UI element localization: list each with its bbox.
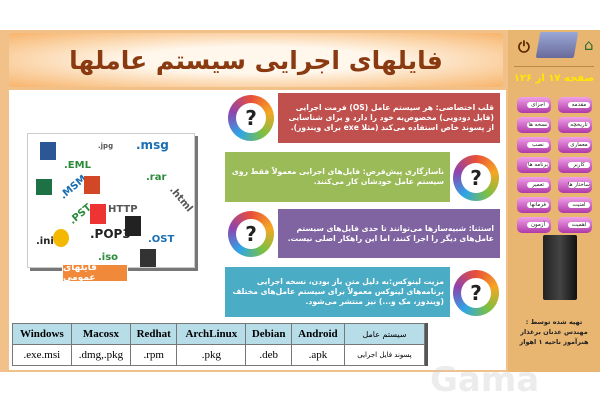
nav-button-label: امنیت: [568, 202, 590, 208]
extensions-table: Windows Macosx Redhat ArchLinux Debian A…: [12, 323, 425, 366]
info-card-1: قلب اختصاصی: هر سیستم عامل (OS) فرمت اجر…: [278, 93, 500, 143]
title-banner: فایلهای اجرایی سیستم عاملها: [9, 33, 503, 87]
nav-button-label: نسخه ها: [527, 122, 549, 128]
nav-button-label: آزمون: [527, 222, 549, 228]
nav-button[interactable]: تاریخچه: [558, 117, 592, 133]
question-icon: ?: [453, 155, 499, 201]
info-card-3: استثنا: شبیه‌سازها می‌توانند تا حدی فایل…: [278, 209, 500, 258]
watermark: Gama: [430, 360, 540, 400]
home-icon[interactable]: ⌂: [584, 36, 594, 54]
nav-button[interactable]: مقدمه: [558, 97, 592, 113]
file-tag: HTTP: [108, 204, 138, 215]
nav-button-label: اجزای: [527, 102, 549, 108]
nav-button[interactable]: اهمیت: [558, 217, 592, 233]
column-header: Redhat: [130, 323, 178, 345]
word-icon: [40, 142, 56, 160]
nav-button[interactable]: برنامه ها: [517, 157, 551, 173]
file-tag: .jpg: [98, 142, 114, 150]
nav-button-label: اهمیت: [568, 222, 590, 228]
column-header: Windows: [12, 323, 72, 345]
file-tag: .OST: [148, 234, 175, 245]
table-row: .exe.msi .dmg,.pkg .rpm .pkg .deb .apk پ…: [12, 344, 425, 366]
column-header: سیستم عامل: [344, 323, 425, 345]
table-cell: پسوند فایل اجرایی: [344, 344, 425, 366]
table-cell: .dmg,.pkg: [70, 344, 132, 366]
column-header: Debian: [245, 323, 292, 345]
credit-line: مهندس عدنان برغذار: [520, 327, 588, 336]
nav-button[interactable]: کاربر: [558, 157, 592, 173]
nav-button-label: ساختار ها: [568, 182, 590, 188]
files-label: فایلهای عمومی: [62, 263, 128, 283]
nav-button[interactable]: نسخه ها: [517, 117, 551, 133]
nav-button-label: کاربر: [568, 162, 590, 168]
question-icon: ?: [453, 270, 499, 316]
nav-button-label: معماری: [568, 142, 590, 148]
powerpoint-icon: [84, 176, 100, 194]
credit-line: هنرآموز ناحیه ۱ اهواز: [519, 337, 589, 346]
column-header: Android: [290, 323, 346, 345]
nav-button[interactable]: اجزای: [517, 97, 551, 113]
column-header: ArchLinux: [176, 323, 247, 345]
file-tag: .EML: [64, 160, 91, 171]
table-cell: .pkg: [176, 344, 247, 366]
credit-line: تهیه شده توسط :: [525, 318, 583, 326]
file-tag: .rar: [146, 172, 167, 183]
nav-button[interactable]: معماری: [558, 137, 592, 153]
table-cell: .exe.msi: [12, 344, 72, 366]
nav-button[interactable]: تعمیر: [517, 177, 551, 193]
nav-button[interactable]: ساختار ها: [558, 177, 592, 193]
nav-button[interactable]: فرمانها: [517, 197, 551, 213]
nav-button-label: فرمانها: [527, 202, 549, 208]
question-icon: ?: [228, 211, 274, 257]
table-cell: .apk: [290, 344, 346, 366]
table-cell: .deb: [245, 344, 292, 366]
page-indicator: صفحه ۱۷ از ۱۲۶: [513, 73, 595, 84]
page-title: فایلهای اجرایی سیستم عاملها: [69, 45, 443, 75]
video-icon: [140, 249, 156, 267]
table-cell: .rpm: [130, 344, 178, 366]
question-icon: ?: [228, 95, 274, 141]
info-card-4: مزیت لینوکس:به دلیل متن باز بودن، نسخه ا…: [225, 267, 450, 317]
file-tag: .ini: [36, 236, 54, 247]
power-icon[interactable]: ⏻: [518, 38, 530, 56]
table-header-row: Windows Macosx Redhat ArchLinux Debian A…: [12, 323, 425, 345]
file-tag: .msg: [136, 138, 169, 152]
nav-button-label: نصب: [527, 142, 549, 148]
nav-button-label: برنامه ها: [527, 162, 549, 168]
nav-button-label: تعمیر: [527, 182, 549, 188]
nav-button[interactable]: امنیت: [558, 197, 592, 213]
nav-button-label: تاریخچه: [568, 122, 590, 128]
file-tag: .html: [167, 184, 195, 215]
excel-icon: [36, 179, 52, 195]
pdf-icon: [90, 204, 106, 224]
nav-button[interactable]: نصب: [517, 137, 551, 153]
media-icon: [125, 216, 141, 236]
file-tag: .POP3: [90, 227, 131, 241]
computer-tower-icon: [543, 235, 577, 300]
column-header: Macosx: [70, 323, 132, 345]
info-card-2: ناسازگاری پیش‌فرض: فایل‌های اجرایی معمول…: [225, 152, 450, 202]
nav-button[interactable]: آزمون: [517, 217, 551, 233]
nav-button-label: مقدمه: [568, 102, 590, 108]
credit-text: تهیه شده توسط : مهندس عدنان برغذار هنرآم…: [510, 318, 598, 347]
file-types-image: .msg .EML .rar .MSM .html .PST HTTP .ini…: [27, 133, 195, 268]
laptop-icon: [535, 32, 579, 58]
dollar-icon: [53, 229, 69, 247]
file-tag: .iso: [98, 252, 119, 263]
